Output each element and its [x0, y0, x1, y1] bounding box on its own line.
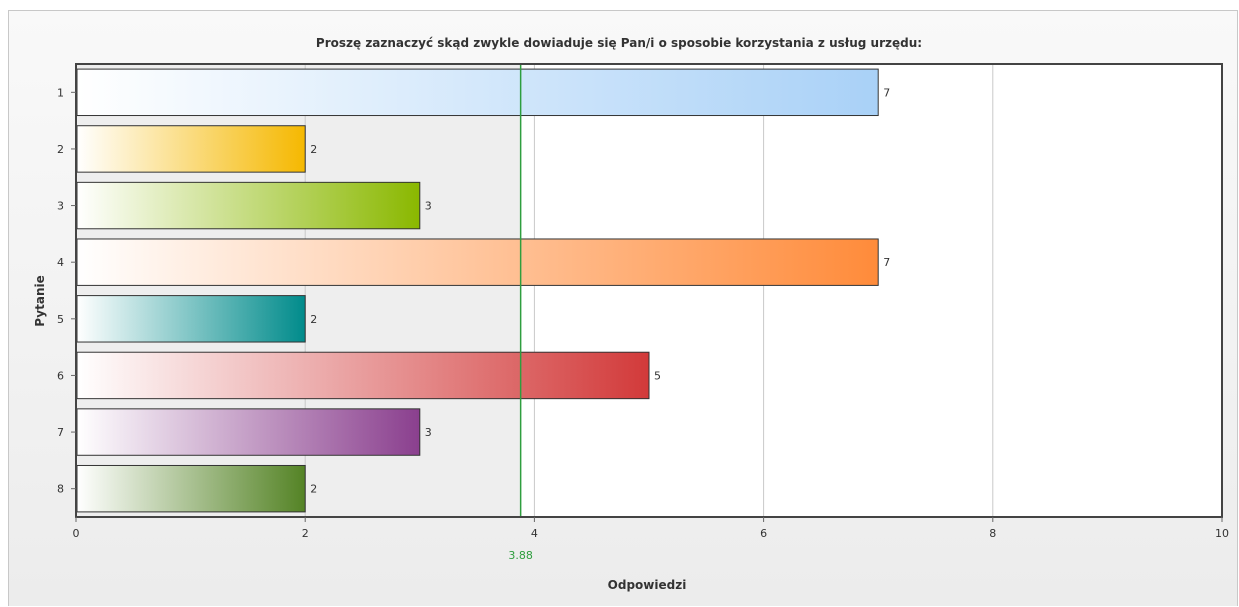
value-label-5: 2 — [310, 313, 317, 326]
average-label: 3.88 — [508, 549, 533, 562]
value-label-4: 7 — [883, 256, 890, 269]
x-tick-label: 8 — [989, 527, 996, 540]
bar-5[interactable] — [76, 295, 306, 343]
bar-7[interactable] — [76, 408, 421, 456]
bar-6[interactable] — [76, 351, 650, 400]
value-label-8: 2 — [310, 483, 317, 496]
bar-8[interactable] — [76, 464, 306, 513]
bar-4[interactable] — [76, 238, 879, 286]
chart-container: Proszę zaznaczyć skąd zwykle dowiaduje s… — [8, 10, 1238, 606]
chart-title: Proszę zaznaczyć skąd zwykle dowiaduje s… — [316, 36, 922, 50]
y-tick-label: 4 — [57, 256, 64, 269]
y-tick-label: 5 — [57, 313, 64, 326]
bar-2[interactable] — [76, 125, 306, 173]
value-label-6: 5 — [654, 369, 661, 382]
x-tick-label: 4 — [531, 527, 538, 540]
plot-border — [75, 63, 1223, 518]
bar-1[interactable] — [76, 68, 879, 117]
value-label-3: 3 — [425, 200, 432, 213]
y-tick-label: 3 — [57, 200, 64, 213]
value-label-7: 3 — [425, 426, 432, 439]
y-tick-label: 8 — [57, 483, 64, 496]
y-tick-label: 2 — [57, 143, 64, 156]
x-tick-label: 2 — [302, 527, 309, 540]
bar-chart: Proszę zaznaczyć skąd zwykle dowiaduje s… — [33, 36, 1229, 592]
x-tick-label: 0 — [73, 527, 80, 540]
value-label-1: 7 — [883, 86, 890, 99]
bar-3[interactable] — [76, 181, 421, 230]
value-label-2: 2 — [310, 143, 317, 156]
y-tick-label: 1 — [57, 86, 64, 99]
x-axis-title: Odpowiedzi — [608, 578, 687, 592]
y-tick-label: 7 — [57, 426, 64, 439]
plot-background — [520, 64, 1222, 517]
x-tick-label: 10 — [1215, 527, 1229, 540]
y-tick-label: 6 — [57, 369, 64, 382]
y-axis-title: Pytanie — [33, 275, 47, 326]
x-tick-label: 6 — [760, 527, 767, 540]
